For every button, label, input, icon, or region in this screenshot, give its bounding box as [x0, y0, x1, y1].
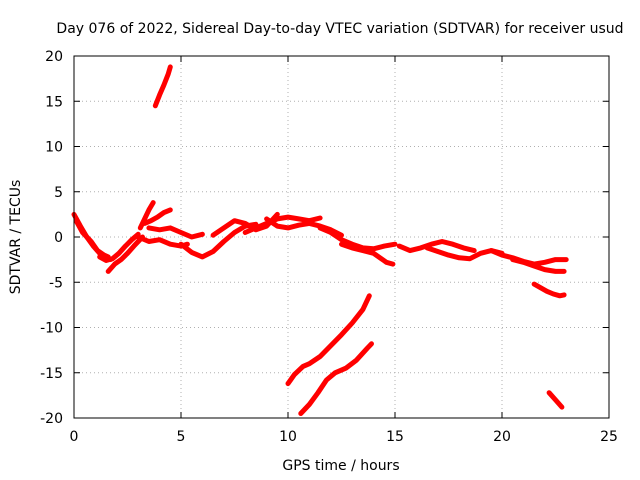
series-arc-10: [178, 221, 259, 260]
series-arc-06: [142, 207, 173, 226]
series-arc-23: [546, 390, 565, 410]
series-arc-21: [285, 293, 372, 387]
x-tick-label: 25: [600, 429, 618, 445]
series-arc-08: [146, 225, 205, 240]
series-arc-20: [531, 281, 567, 299]
y-tick-label: 15: [45, 94, 63, 110]
data-series-group: [71, 64, 569, 416]
y-tick-label: 20: [45, 49, 63, 65]
axis-ticks: 0 5 10 15 20 25 -20 -15 -10 -5 0 5 10 15 20: [40, 49, 618, 445]
series-arc-04: [97, 231, 141, 263]
y-tick-label: -5: [49, 275, 63, 291]
series-arc-03: [105, 234, 145, 274]
series-arc-15: [339, 241, 396, 267]
y-tick-label: 10: [45, 140, 63, 156]
series-arc-09: [152, 64, 173, 109]
series-arc-14: [317, 225, 398, 252]
x-tick-label: 5: [177, 429, 186, 445]
chart-title: Day 076 of 2022, Sidereal Day-to-day VTE…: [56, 21, 623, 37]
x-tick-label: 15: [386, 429, 404, 445]
series-arc-02: [73, 218, 111, 260]
series-arc-12: [242, 214, 323, 235]
x-tick-label: 20: [493, 429, 511, 445]
y-tick-label: 5: [54, 185, 63, 201]
series-arc-19: [510, 257, 567, 274]
series-arc-22: [298, 341, 374, 416]
y-tick-label: 0: [54, 230, 63, 246]
y-tick-label: -15: [40, 366, 63, 382]
grid-lines: [74, 56, 609, 418]
series-arc-16: [396, 239, 477, 254]
y-tick-label: -10: [40, 321, 63, 337]
x-tick-label: 0: [70, 429, 79, 445]
x-axis-label: GPS time / hours: [282, 458, 399, 474]
y-tick-label: -20: [40, 411, 63, 427]
x-tick-label: 10: [279, 429, 297, 445]
y-axis-label: SDTVAR / TECUs: [8, 180, 24, 295]
